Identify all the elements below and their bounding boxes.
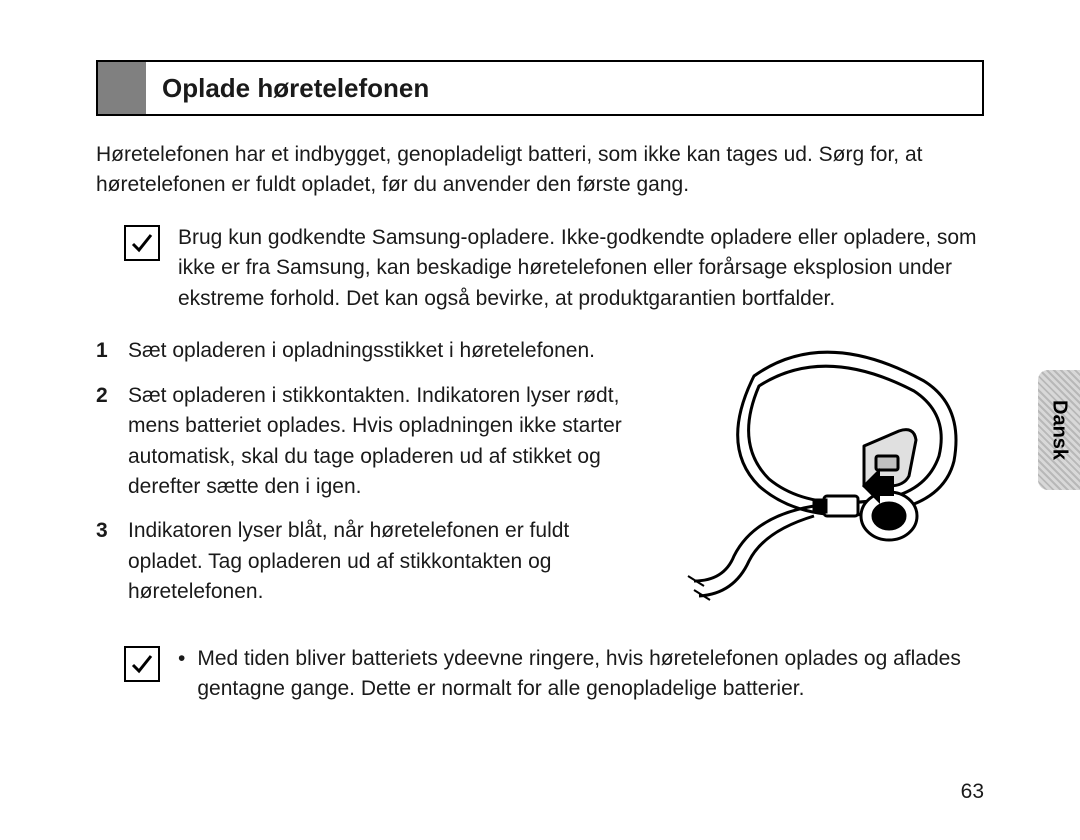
language-tab: Dansk [1038,370,1080,490]
language-tab-label: Dansk [1048,400,1071,460]
step-1-text: Sæt opladeren i opladningsstikket i høre… [128,336,595,366]
note-2: • Med tiden bliver batteriets ydeevne ri… [124,644,984,705]
section-title: Oplade høretelefonen [146,62,429,114]
header-accent [98,62,146,114]
step-3: 3 Indikatoren lyser blåt, når høretelefo… [96,516,644,607]
step-2: 2 Sæt opladeren i stikkontakten. Indikat… [96,381,644,503]
bullet-dot: • [178,644,185,705]
steps-wrap: 1 Sæt opladeren i opladningsstikket i hø… [96,336,984,622]
intro-paragraph: Høretelefonen har et indbygget, genoplad… [96,140,984,201]
check-icon [124,646,160,682]
note-1-text: Brug kun godkendte Samsung-opladere. Ikk… [178,223,984,314]
step-1: 1 Sæt opladeren i opladningsstikket i hø… [96,336,644,366]
step-3-text: Indikatoren lyser blåt, når høretelefone… [128,516,644,607]
step-3-number: 3 [96,516,112,607]
note-2-text: Med tiden bliver batteriets ydeevne ring… [197,644,984,705]
note-2-list: • Med tiden bliver batteriets ydeevne ri… [178,644,984,705]
step-2-text: Sæt opladeren i stikkontakten. Indikator… [128,381,644,503]
check-icon [124,225,160,261]
steps-list: 1 Sæt opladeren i opladningsstikket i hø… [96,336,644,622]
step-1-number: 1 [96,336,112,366]
note-2-item: • Med tiden bliver batteriets ydeevne ri… [178,644,984,705]
headset-charging-illustration [664,336,984,611]
page-number: 63 [961,780,984,804]
section-header-box: Oplade høretelefonen [96,60,984,116]
note-1: Brug kun godkendte Samsung-opladere. Ikk… [124,223,984,314]
step-2-number: 2 [96,381,112,503]
